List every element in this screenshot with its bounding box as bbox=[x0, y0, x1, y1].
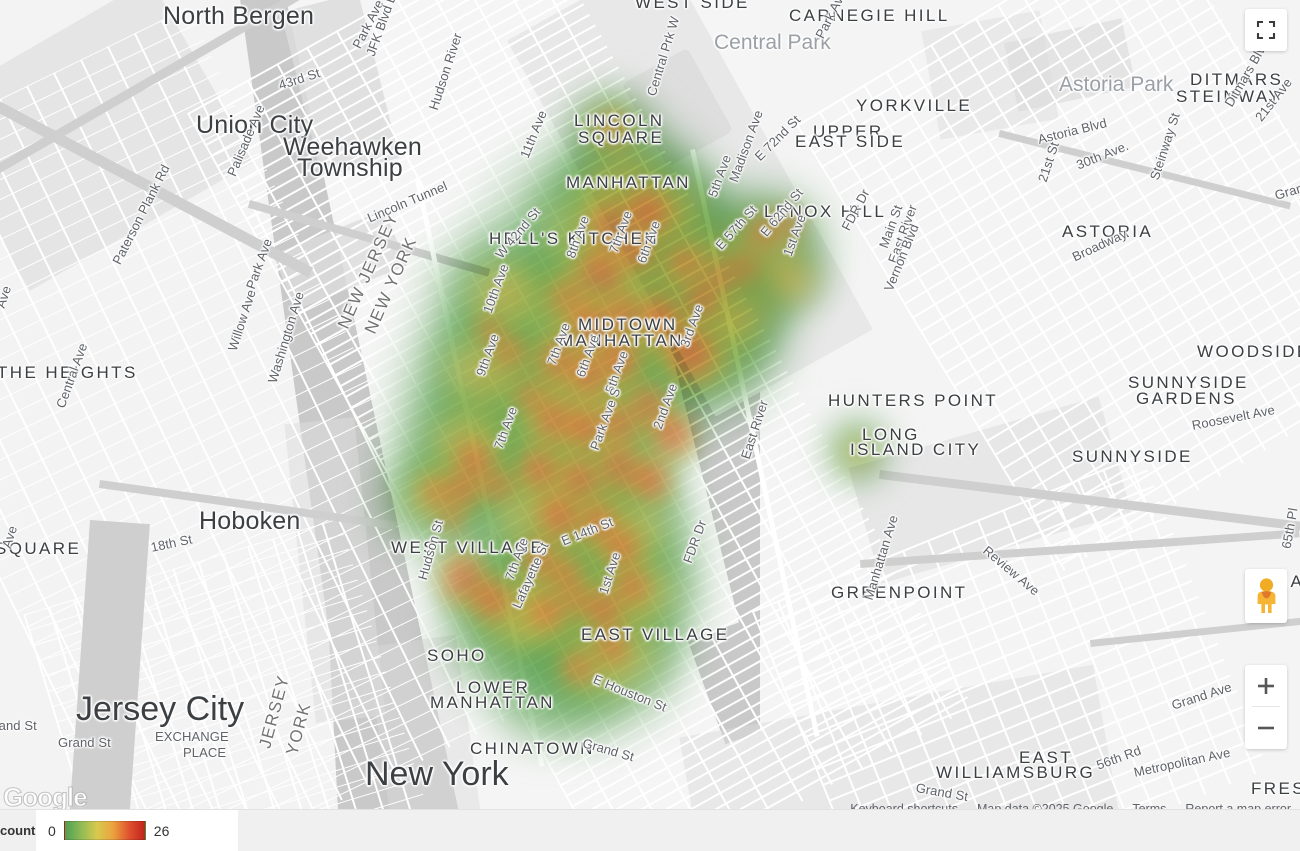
heatmap-legend: count 0 26 bbox=[0, 809, 1300, 851]
pegman-button[interactable] bbox=[1245, 569, 1287, 623]
google-watermark: Google bbox=[2, 781, 88, 812]
legend-max-value: 26 bbox=[153, 822, 170, 839]
legend-colorbar-panel: 0 26 bbox=[36, 810, 238, 851]
legend-gradient-bar bbox=[63, 821, 146, 840]
legend-min-value: 0 bbox=[48, 822, 56, 839]
legend-title-strip: count bbox=[0, 810, 36, 851]
fullscreen-icon bbox=[1256, 20, 1276, 40]
legend-title: count bbox=[0, 823, 36, 838]
zoom-controls[interactable] bbox=[1245, 665, 1287, 749]
zoom-divider bbox=[1252, 706, 1280, 707]
zoom-in-button[interactable] bbox=[1245, 665, 1287, 706]
fullscreen-button[interactable] bbox=[1245, 9, 1287, 51]
plus-icon bbox=[1258, 677, 1274, 694]
zoom-out-button[interactable] bbox=[1245, 707, 1287, 748]
pegman-streetview-icon bbox=[1257, 578, 1275, 613]
minus-icon bbox=[1258, 726, 1274, 729]
